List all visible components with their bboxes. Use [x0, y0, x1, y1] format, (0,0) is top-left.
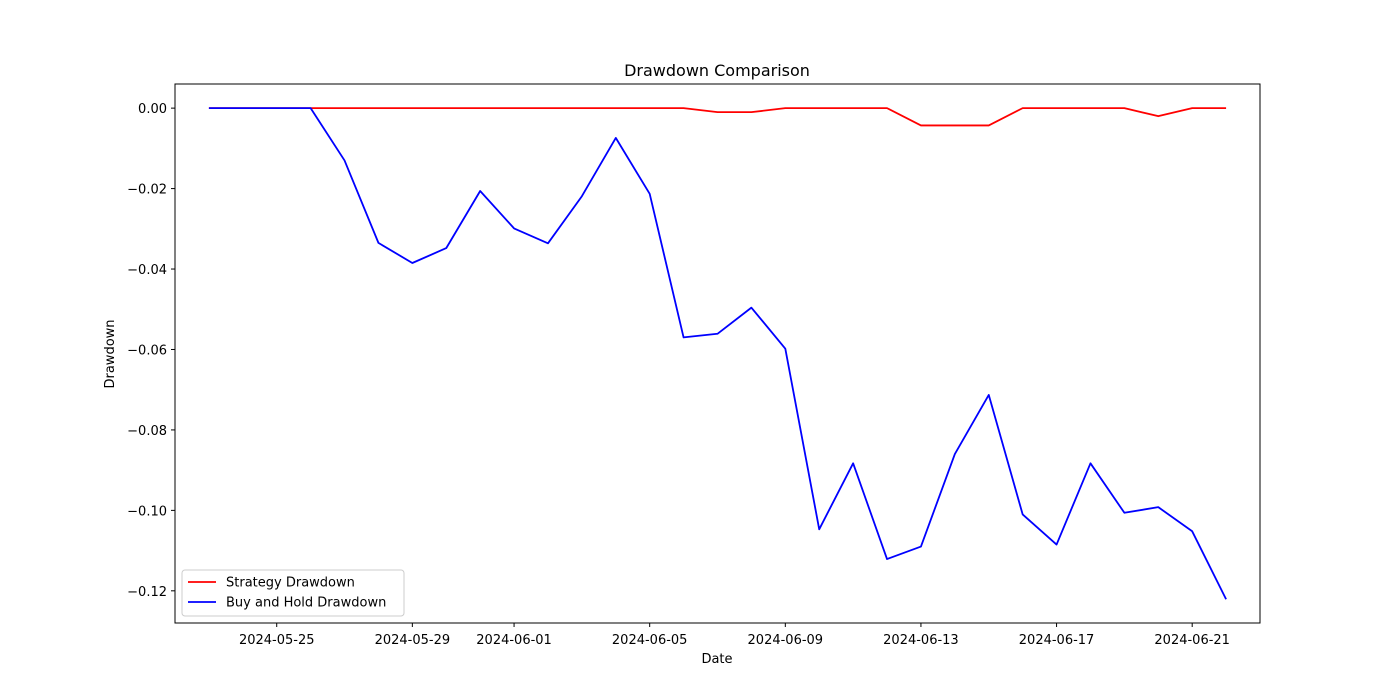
- series-line-strategy: [208, 107, 1227, 127]
- legend-label: Strategy Drawdown: [226, 576, 355, 591]
- x-tick-label: 2024-05-29: [375, 633, 451, 648]
- chart-title: Drawdown Comparison: [624, 61, 810, 80]
- y-tick-label: −0.12: [127, 585, 167, 600]
- x-tick-label: 2024-06-21: [1154, 633, 1230, 648]
- x-tick-label: 2024-05-25: [239, 633, 315, 648]
- x-tick-label: 2024-06-01: [476, 633, 552, 648]
- legend-box: [181, 569, 405, 617]
- y-tick-label: −0.04: [127, 263, 167, 278]
- y-tick-label: −0.08: [127, 424, 167, 439]
- y-tick-label: −0.06: [127, 343, 167, 358]
- x-axis-label: Date: [701, 652, 732, 667]
- y-tick-label: −0.02: [127, 183, 167, 198]
- y-axis-label: Drawdown: [103, 319, 118, 388]
- y-tick-label: −0.10: [127, 504, 167, 519]
- x-tick-label: 2024-06-13: [883, 633, 959, 648]
- series-line-buy-and-hold: [208, 107, 1227, 600]
- x-tick-label: 2024-06-17: [1019, 633, 1095, 648]
- legend: Strategy Drawdown Buy and Hold Drawdown: [181, 569, 405, 617]
- x-tick-label: 2024-06-09: [748, 633, 824, 648]
- legend-label: Buy and Hold Drawdown: [226, 596, 386, 611]
- plot-area: 2024-05-25 2024-05-29 2024-06-01 2024-06-05…: [127, 83, 1261, 648]
- y-tick-label: 0.00: [138, 102, 167, 117]
- x-tick-label: 2024-06-05: [612, 633, 688, 648]
- plot-frame: [174, 83, 1261, 624]
